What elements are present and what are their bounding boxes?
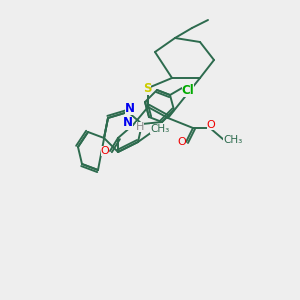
Text: S: S (143, 82, 151, 94)
Text: CH₃: CH₃ (224, 135, 243, 145)
Text: O: O (178, 137, 186, 147)
Text: Cl: Cl (182, 83, 194, 97)
Text: N: N (123, 116, 133, 130)
Text: CH₃: CH₃ (150, 124, 170, 134)
Text: O: O (100, 146, 109, 156)
Text: N: N (125, 101, 135, 115)
Text: H: H (136, 122, 144, 132)
Text: O: O (207, 120, 215, 130)
